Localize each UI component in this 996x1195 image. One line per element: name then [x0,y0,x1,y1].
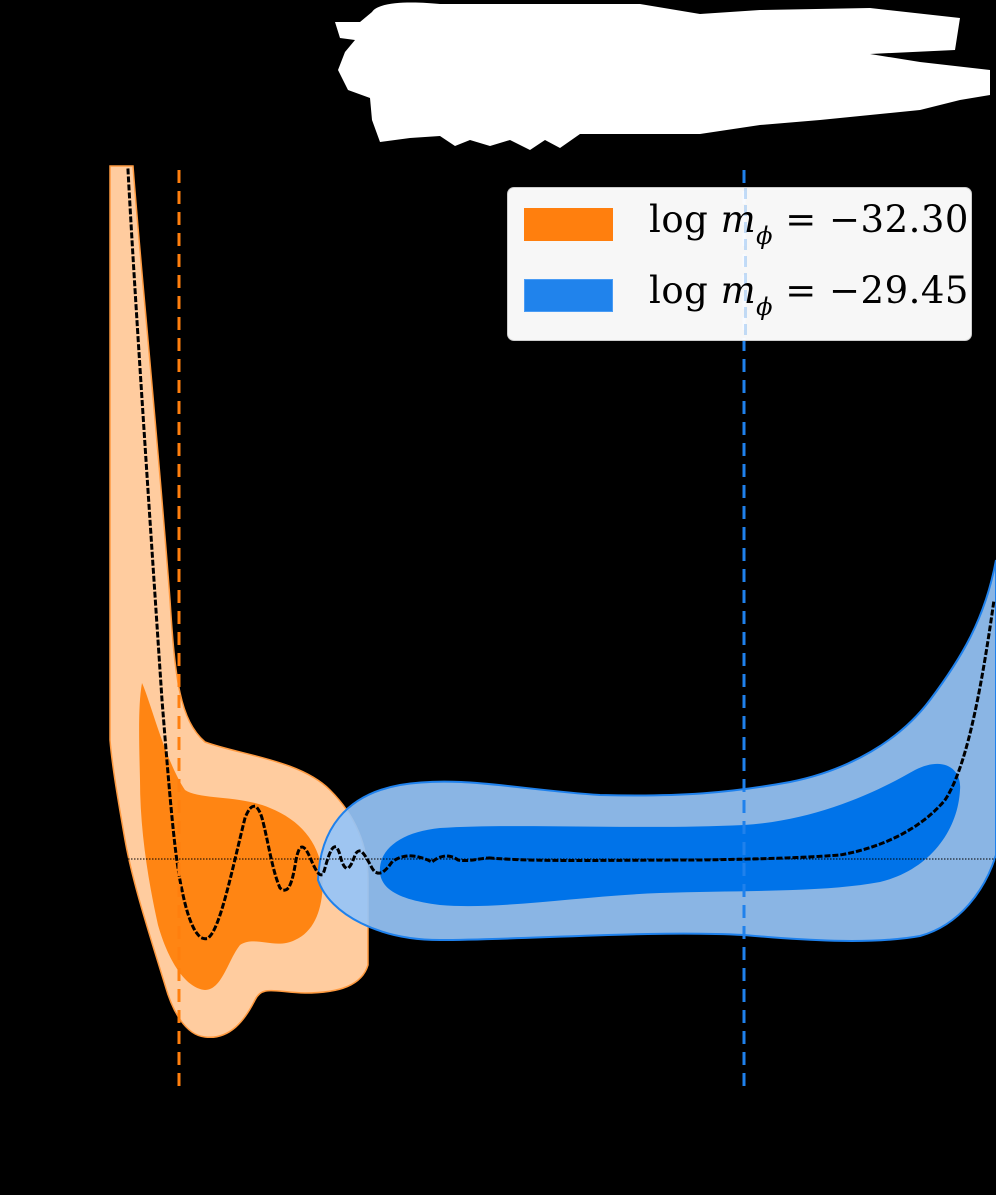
blue-inner-band [379,763,961,907]
legend-label-value: = −32.30 [773,198,969,241]
legend-label-blue: log mϕ = −29.45 [649,269,969,321]
legend-label-value: = −29.45 [773,269,969,312]
legend-item-orange: log mϕ = −32.30 [524,198,969,250]
legend-swatch-blue [524,278,613,312]
legend-label-var: m [720,269,757,312]
legend-label-sub: ϕ [756,293,774,321]
legend-item-blue: log mϕ = −29.45 [524,269,969,321]
legend-marker-line-overlay [744,188,747,340]
orange-median-curve [126,168,492,941]
legend: log mϕ = −32.30 log mϕ = −29.45 [507,187,972,341]
orange-inner-band [139,683,323,990]
legend-swatch-orange [524,207,613,241]
legend-label-prefix: log [649,269,721,312]
legend-label-sub: ϕ [756,222,774,250]
legend-label-prefix: log [649,198,721,241]
legend-label-orange: log mϕ = −32.30 [649,198,969,250]
title-redaction [335,2,990,150]
legend-label-var: m [720,198,757,241]
blue-median-curve [488,598,996,862]
